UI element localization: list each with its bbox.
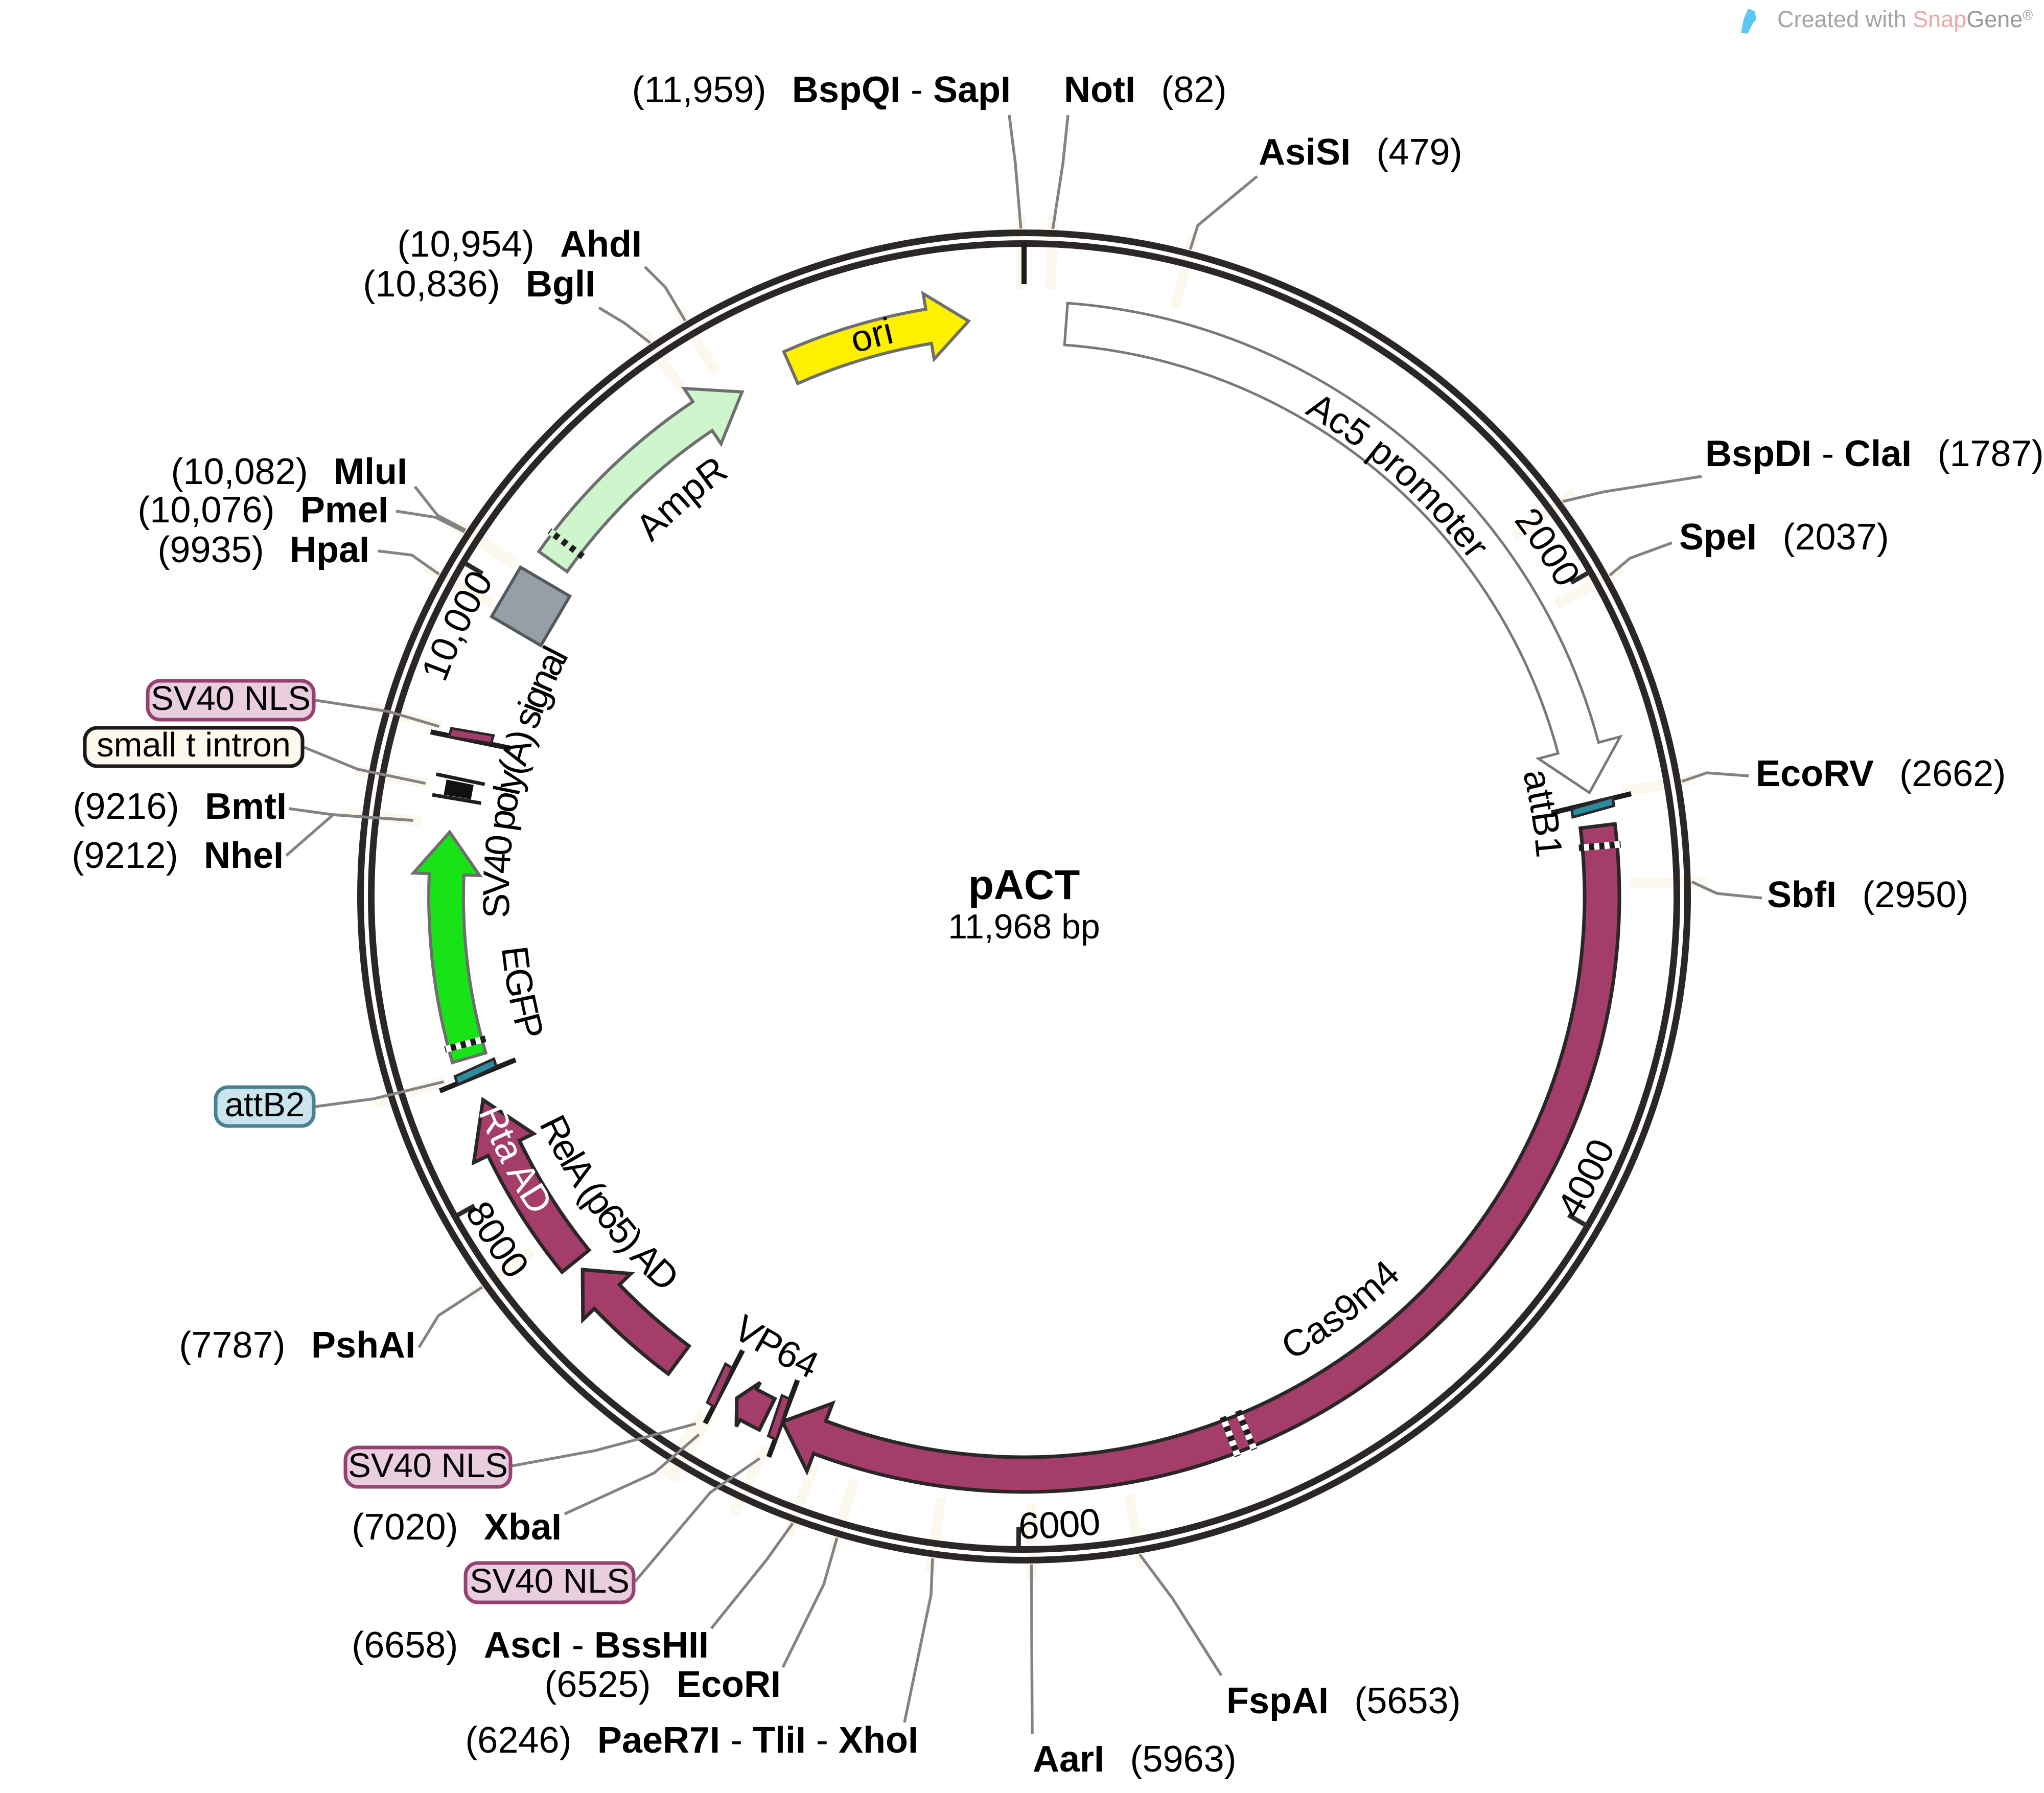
- svg-text:(10,954) AhdI: (10,954) AhdI: [397, 224, 642, 265]
- svg-text:SV40 NLS: SV40 NLS: [348, 1446, 508, 1485]
- svg-text:(9212) NheI: (9212) NheI: [72, 835, 284, 876]
- svg-text:Created with SnapGene®: Created with SnapGene®: [1777, 6, 2033, 32]
- svg-text:(9216) BmtI: (9216) BmtI: [73, 786, 287, 827]
- svg-text:FspAI (5653): FspAI (5653): [1226, 1681, 1461, 1721]
- svg-text:(10,082) MluI: (10,082) MluI: [171, 451, 407, 492]
- svg-text:(6246) PaeR7I - TliI - XhoI: (6246) PaeR7I - TliI - XhoI: [465, 1720, 918, 1761]
- svg-text:BspDI - ClaI (1787): BspDI - ClaI (1787): [1705, 433, 2044, 474]
- svg-text:(11,959) BspQI - SapI: (11,959) BspQI - SapI: [632, 70, 1011, 110]
- svg-text:(7787) PshAI: (7787) PshAI: [179, 1325, 415, 1366]
- svg-text:(6525) EcoRI: (6525) EcoRI: [544, 1664, 781, 1705]
- svg-text:(10,076) PmeI: (10,076) PmeI: [137, 490, 388, 531]
- svg-text:(9935) HpaI: (9935) HpaI: [157, 530, 369, 570]
- svg-text:6000: 6000: [1018, 1501, 1102, 1547]
- svg-text:attB2: attB2: [225, 1086, 305, 1124]
- svg-text:NotI (82): NotI (82): [1064, 70, 1226, 110]
- svg-text:AsiSI (479): AsiSI (479): [1259, 132, 1462, 173]
- svg-text:SV40 NLS: SV40 NLS: [470, 1562, 630, 1600]
- svg-text:SbfI (2950): SbfI (2950): [1767, 875, 1969, 915]
- svg-text:small t intron: small t intron: [97, 726, 291, 764]
- svg-text:AarI (5963): AarI (5963): [1033, 1739, 1237, 1780]
- svg-text:SpeI (2037): SpeI (2037): [1679, 517, 1889, 558]
- svg-text:(6658) AscI - BssHII: (6658) AscI - BssHII: [352, 1625, 709, 1666]
- svg-text:(10,836) BglI: (10,836) BglI: [363, 264, 595, 305]
- svg-text:(7020) XbaI: (7020) XbaI: [352, 1507, 562, 1548]
- svg-text:11,968 bp: 11,968 bp: [948, 907, 1100, 946]
- svg-text:SV40 NLS: SV40 NLS: [151, 679, 311, 718]
- svg-text:pACT: pACT: [968, 862, 1080, 908]
- svg-text:EcoRV (2662): EcoRV (2662): [1756, 753, 2006, 794]
